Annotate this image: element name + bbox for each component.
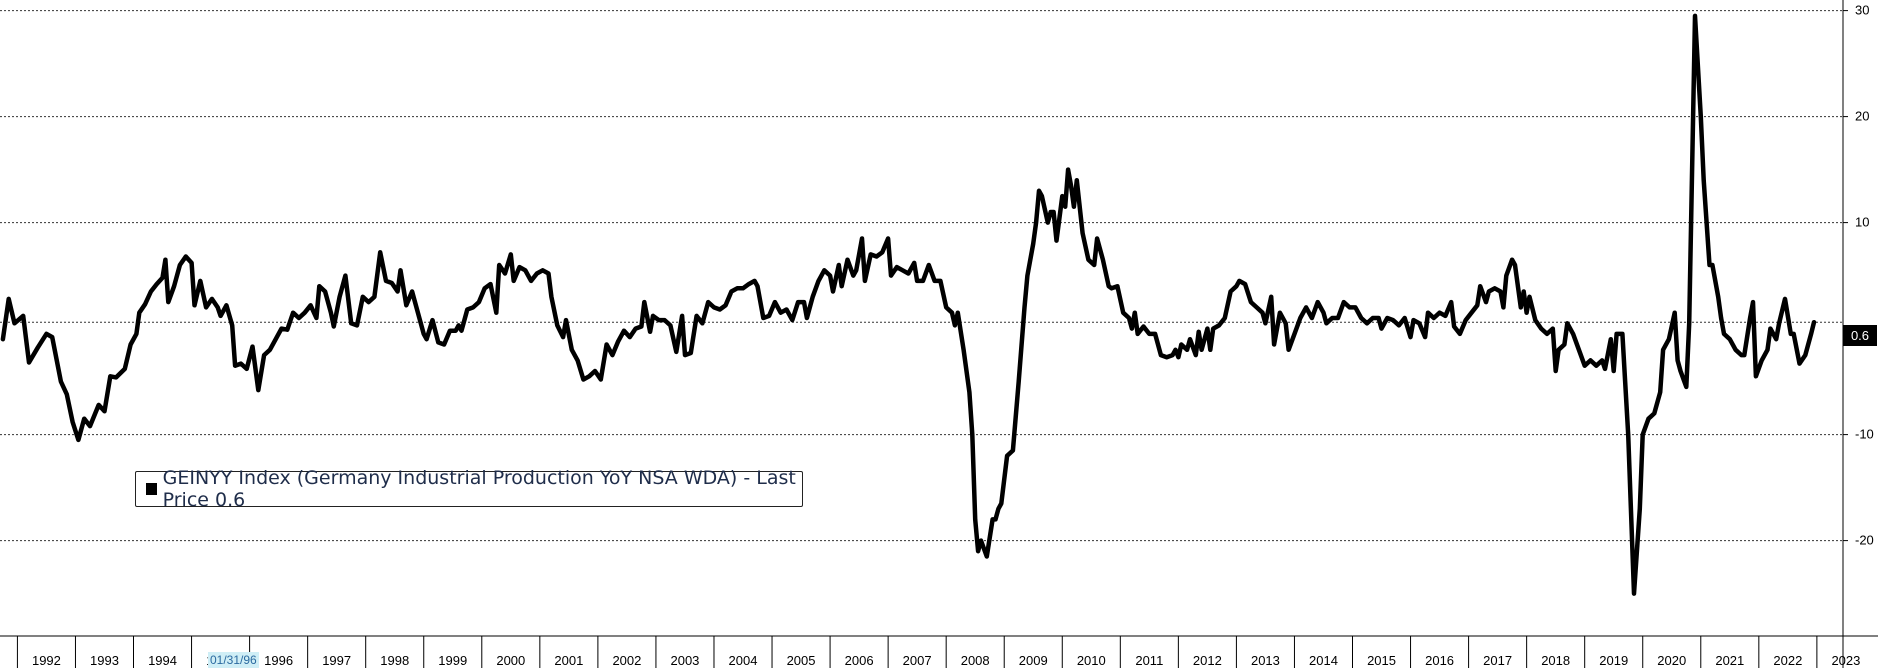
x-tick-label: 2007 xyxy=(903,653,932,668)
x-tick-label: 1996 xyxy=(264,653,293,668)
x-tick-label: 2001 xyxy=(554,653,583,668)
legend-swatch xyxy=(146,483,157,495)
x-tick-label: 2023 xyxy=(1831,653,1860,668)
x-tick-label: 2021 xyxy=(1715,653,1744,668)
x-tick-label: 2020 xyxy=(1657,653,1686,668)
x-tick-label: 2012 xyxy=(1193,653,1222,668)
legend: GEINYY Index (Germany Industrial Product… xyxy=(135,467,803,511)
y-tick-label: -20 xyxy=(1855,533,1874,548)
x-tick-label: 1993 xyxy=(90,653,119,668)
x-tick-label: 2014 xyxy=(1309,653,1338,668)
x-tick-label: 1994 xyxy=(148,653,177,668)
x-tick-label: 2003 xyxy=(670,653,699,668)
x-tick-label: 1992 xyxy=(32,653,61,668)
x-tick-label: 2022 xyxy=(1773,653,1802,668)
x-tick-label: 2015 xyxy=(1367,653,1396,668)
x-tick-label: 2006 xyxy=(845,653,874,668)
x-tick-label: 2019 xyxy=(1599,653,1628,668)
x-tick-label: 2009 xyxy=(1019,653,1048,668)
x-tick-label: 2010 xyxy=(1077,653,1106,668)
x-tick-label: 2018 xyxy=(1541,653,1570,668)
x-tick-label: 2008 xyxy=(961,653,990,668)
x-tick-label: 1998 xyxy=(380,653,409,668)
last-value-badge: 0.6 xyxy=(1843,325,1877,346)
y-tick-label: 20 xyxy=(1855,109,1869,124)
y-tick-label: -10 xyxy=(1855,427,1874,442)
x-tick-label: 2002 xyxy=(612,653,641,668)
legend-label: GEINYY Index (Germany Industrial Product… xyxy=(162,467,796,511)
x-tick-label: 2004 xyxy=(729,653,758,668)
series-line xyxy=(0,13,1817,596)
cursor-date-label: 01/31/96 xyxy=(208,652,259,668)
x-tick-label: 1997 xyxy=(322,653,351,668)
x-tick-label: 2005 xyxy=(787,653,816,668)
x-tick-label: 1999 xyxy=(438,653,467,668)
y-tick-label: 30 xyxy=(1855,3,1869,18)
x-tick-label: 2017 xyxy=(1483,653,1512,668)
x-tick-label: 2013 xyxy=(1251,653,1280,668)
y-tick-label: 10 xyxy=(1855,215,1869,230)
x-tick-label: 2011 xyxy=(1135,653,1163,668)
x-tick-label: 2016 xyxy=(1425,653,1454,668)
x-tick-label: 2000 xyxy=(496,653,525,668)
